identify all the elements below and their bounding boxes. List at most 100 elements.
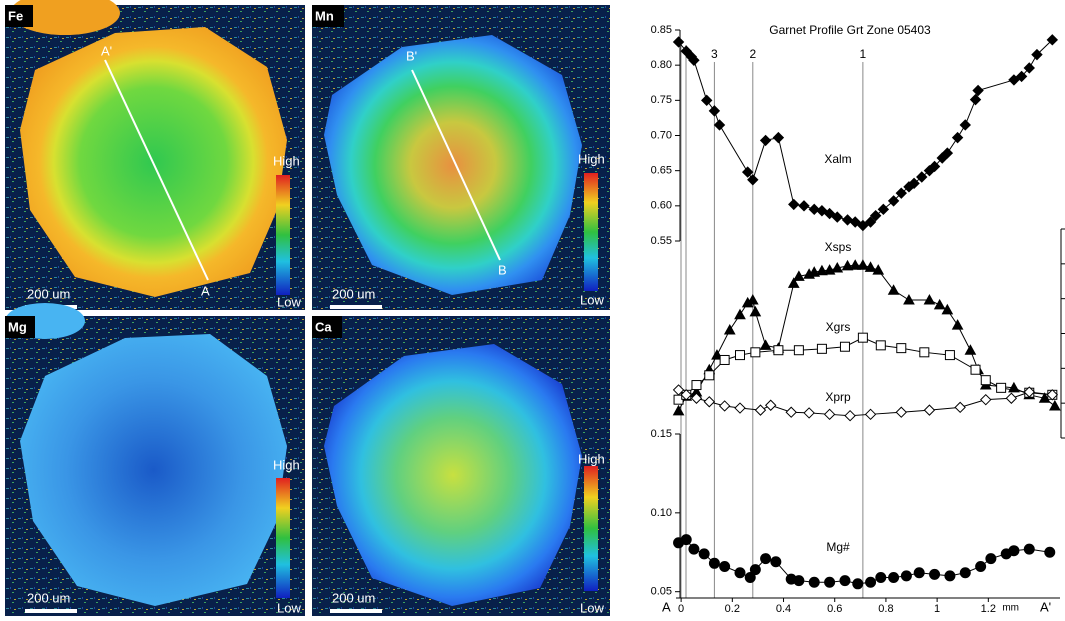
marker (681, 535, 691, 545)
scale-high: High (273, 457, 300, 472)
marker (702, 95, 712, 105)
x-tick-label: 1 (934, 603, 940, 615)
scale-low: Low (277, 600, 301, 615)
profile-end: A (201, 283, 210, 298)
y-tick-label: 0.05 (651, 586, 672, 598)
marker (876, 341, 885, 350)
scale-bar (330, 609, 382, 613)
x-axis-label: mm (1002, 603, 1019, 614)
series-label: Xgrs (826, 320, 851, 334)
marker (960, 120, 970, 130)
marker (715, 120, 725, 130)
marker (971, 365, 980, 374)
marker (1045, 547, 1055, 557)
marker (901, 571, 911, 581)
y-tick-label: 0.10 (651, 507, 672, 519)
x-tick-label: 0.2 (725, 603, 740, 615)
marker (945, 571, 955, 581)
scale-high: High (578, 451, 605, 466)
y-tick-label: 0.55 (651, 235, 672, 247)
scale-bar-label: 200 um (332, 286, 375, 301)
marker (743, 167, 753, 177)
marker (845, 411, 855, 421)
marker (825, 577, 835, 587)
color-scale (584, 466, 598, 591)
marker (735, 568, 745, 578)
marker (751, 348, 760, 357)
scale-high: High (578, 151, 605, 166)
marker (817, 344, 826, 353)
x-tick-label: 0.4 (776, 603, 791, 615)
scale-bar-label: 200 um (332, 590, 375, 605)
profile-end: B (498, 262, 507, 277)
scale-bar (330, 305, 382, 309)
marker (799, 201, 809, 211)
marker (930, 569, 940, 579)
marker (748, 295, 758, 304)
profile-start: B' (406, 48, 417, 63)
scale-low: Low (277, 294, 301, 309)
marker (971, 95, 981, 105)
y-tick-label: 0.70 (651, 129, 672, 141)
marker (692, 381, 701, 390)
marker (876, 573, 886, 583)
marker (889, 285, 899, 294)
marker (914, 568, 924, 578)
series-label: Mg# (826, 540, 850, 554)
color-scale (276, 175, 290, 295)
marker (981, 376, 990, 385)
marker (720, 401, 730, 411)
map-mg: Mg High Low 200 um (5, 303, 305, 616)
annotation-label: 1 (860, 47, 867, 61)
series-label: Xsps (825, 240, 852, 254)
marker (755, 405, 765, 415)
marker (945, 351, 954, 360)
y-tick-label: 0.85 (651, 24, 672, 36)
annotation-label: 2 (749, 47, 756, 61)
profile-end-label: A' (1040, 599, 1051, 614)
marker (689, 544, 699, 554)
marker (1024, 544, 1034, 554)
profile-start-label: A (662, 599, 671, 614)
x-tick-label: 0 (678, 603, 684, 615)
marker (761, 135, 771, 145)
chart-title: Garnet Profile Grt Zone 05403 (769, 23, 931, 37)
marker (953, 133, 963, 143)
marker (866, 577, 876, 587)
x-tick-label: 0.6 (827, 603, 842, 615)
marker (840, 576, 850, 586)
scale-low: Low (580, 292, 604, 307)
marker (924, 405, 934, 415)
y-tick-label: 0.80 (651, 59, 672, 71)
element-label: Fe (8, 8, 23, 23)
marker (920, 348, 929, 357)
map-fe: A' A Fe High Low 200 um (5, 0, 305, 310)
scale-bar (25, 609, 77, 613)
scale-high: High (273, 153, 300, 168)
marker (897, 344, 906, 353)
marker (771, 557, 781, 567)
marker (750, 307, 760, 316)
marker (736, 351, 745, 360)
color-scale (276, 478, 290, 598)
marker (896, 407, 906, 417)
marker (773, 133, 783, 143)
marker (705, 371, 714, 380)
map-mn: B' B Mn High Low 200 um (312, 5, 610, 310)
y-tick-label: 0.75 (651, 94, 672, 106)
color-scale (584, 173, 598, 291)
marker (935, 300, 945, 309)
marker (986, 554, 996, 564)
marker (789, 199, 799, 209)
marker (725, 325, 735, 334)
y-tick-label: 0.60 (651, 200, 672, 212)
marker (955, 402, 965, 412)
marker (889, 573, 899, 583)
marker (1006, 393, 1016, 403)
marker (720, 561, 730, 571)
marker (973, 85, 983, 95)
marker (976, 561, 986, 571)
marker (866, 409, 876, 419)
scale-bar-label: 200 um (27, 286, 70, 301)
marker (1009, 546, 1019, 556)
